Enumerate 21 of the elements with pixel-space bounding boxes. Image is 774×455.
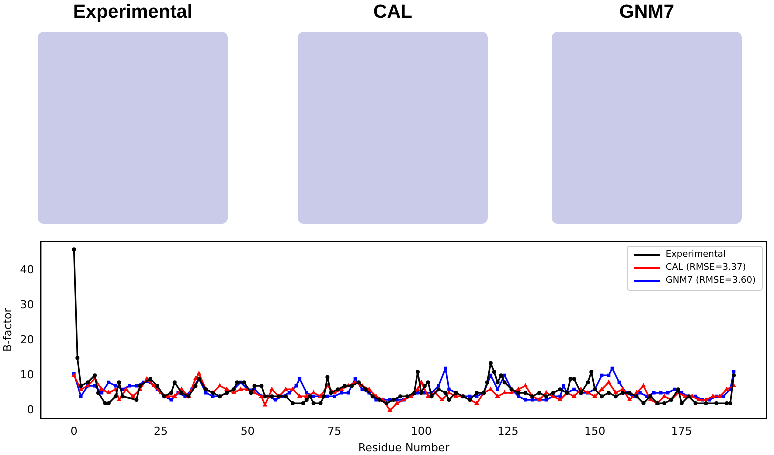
legend-label: GNM7 (RMSE=3.60) [666, 276, 756, 286]
x-tick-label: 125 [498, 425, 519, 438]
y-tick-label: 0 [27, 403, 34, 416]
x-tick-label: 150 [584, 425, 606, 438]
y-tick-label: 40 [20, 263, 34, 276]
legend-label: CAL (RMSE=3.37) [666, 263, 746, 274]
text: Experimental [72, 2, 194, 24]
x-tick-label: 100 [410, 425, 432, 438]
y-tick-label: 30 [20, 298, 34, 312]
x-tick-label: 175 [671, 425, 692, 438]
y-tick-label: 20 [20, 333, 34, 346]
x-tick-label: 75 [328, 425, 342, 438]
y-axis-title: B-factor [1, 308, 14, 352]
x-tick-label: 50 [240, 425, 255, 438]
x-tick-label: 0 [70, 425, 78, 438]
text: CAL [372, 2, 414, 24]
x-axis-title: Residue Number [358, 441, 450, 454]
legend-label: Experimental [666, 250, 726, 260]
x-tick-label: 25 [154, 425, 168, 438]
y-tick-label: 10 [20, 368, 34, 382]
text: GNM7 [618, 2, 676, 24]
